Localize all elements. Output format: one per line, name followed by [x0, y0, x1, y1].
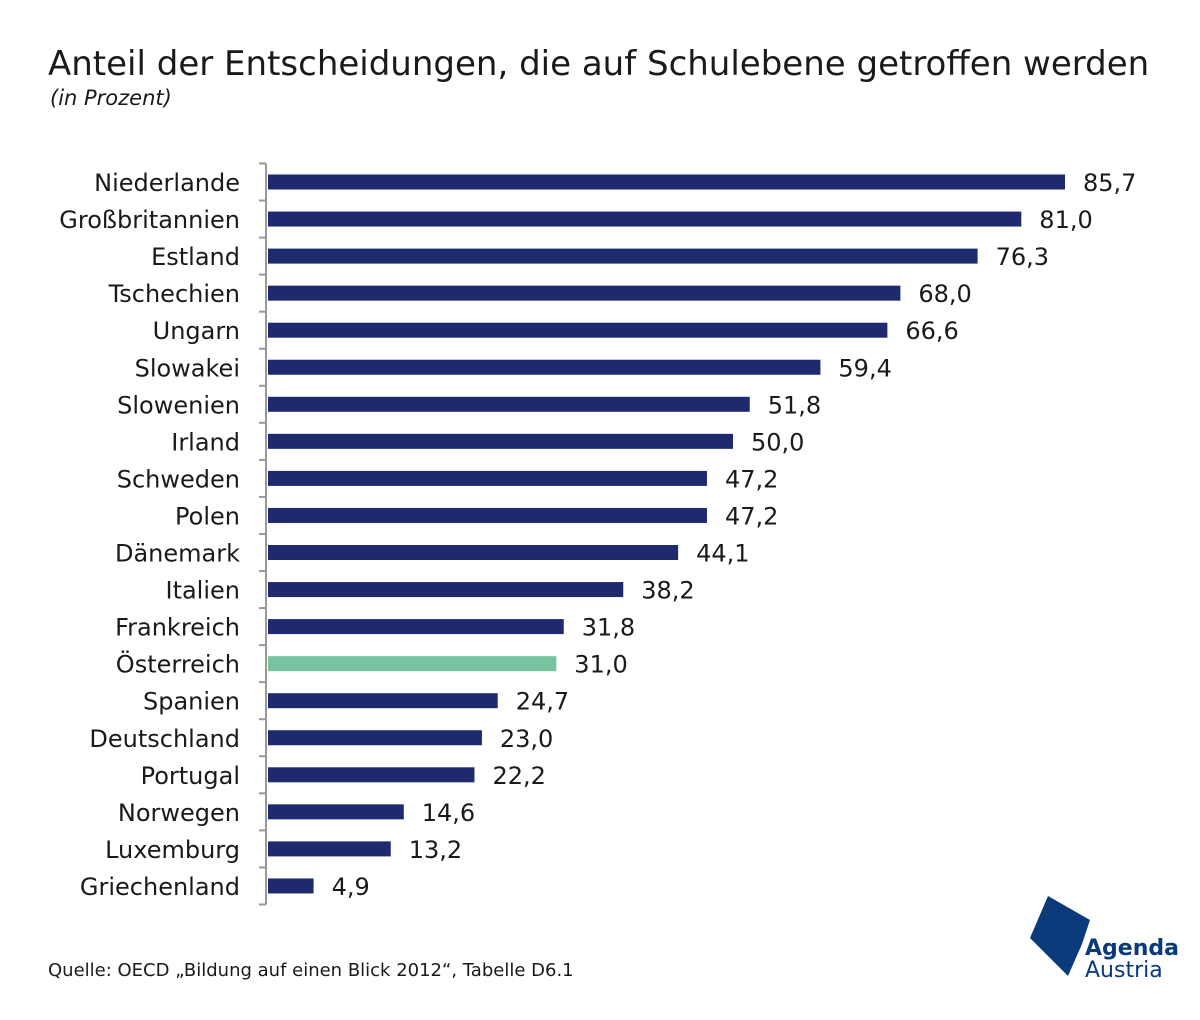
value-label: 47,2 — [725, 502, 778, 530]
category-label: Estland — [151, 243, 240, 271]
bar — [268, 878, 314, 894]
category-label: Norwegen — [118, 799, 240, 827]
bar — [268, 322, 888, 338]
category-label: Tschechien — [108, 280, 240, 308]
bar — [268, 804, 404, 820]
value-label: 81,0 — [1039, 206, 1092, 234]
bar — [268, 693, 498, 709]
category-label: Italien — [165, 577, 240, 605]
category-label: Österreich — [116, 650, 240, 679]
category-label: Irland — [171, 428, 240, 456]
value-label: 31,8 — [582, 614, 635, 642]
category-label: Großbritannien — [59, 206, 240, 234]
category-label: Luxemburg — [105, 836, 240, 864]
category-label: Frankreich — [115, 614, 240, 642]
bar — [268, 730, 482, 746]
logo-line2: Austria — [1085, 958, 1163, 983]
value-label: 44,1 — [696, 540, 749, 568]
bar-highlight — [268, 656, 557, 672]
value-label: 24,7 — [516, 688, 569, 716]
chart-subtitle: (in Prozent) — [50, 86, 172, 110]
bar — [268, 433, 733, 449]
category-label: Deutschland — [89, 725, 240, 753]
value-label: 22,2 — [492, 762, 545, 790]
value-label: 66,6 — [905, 317, 958, 345]
source-note: Quelle: OECD „Bildung auf einen Blick 20… — [48, 960, 574, 981]
logo-line1: Agenda — [1085, 936, 1179, 961]
agenda-austria-logo-icon — [1030, 896, 1090, 976]
bar — [268, 248, 978, 264]
value-label: 68,0 — [918, 280, 971, 308]
value-label: 59,4 — [838, 354, 891, 382]
value-label: 76,3 — [996, 243, 1049, 271]
category-label: Schweden — [117, 465, 240, 493]
bar — [268, 545, 679, 560]
category-label: Griechenland — [80, 873, 240, 901]
value-label: 23,0 — [500, 725, 553, 753]
bar — [268, 396, 750, 412]
value-label: 4,9 — [332, 873, 370, 901]
bar — [268, 507, 707, 523]
bar — [268, 841, 391, 857]
bar — [268, 211, 1022, 227]
bar — [268, 619, 564, 635]
value-label: 51,8 — [768, 391, 821, 419]
bar — [268, 174, 1066, 190]
category-label: Slowenien — [117, 391, 240, 419]
category-label: Portugal — [141, 762, 240, 790]
chart-title: Anteil der Entscheidungen, die auf Schul… — [48, 44, 1150, 84]
bar — [268, 582, 624, 598]
value-label: 13,2 — [409, 836, 462, 864]
bar-chart: Niederlande 85,7 Großbritannien 81,0 Estland… — [59, 162, 1136, 906]
bar — [268, 359, 821, 375]
bar — [268, 767, 475, 783]
value-label: 50,0 — [751, 428, 804, 456]
bar — [268, 285, 901, 301]
category-label: Spanien — [143, 688, 240, 716]
category-label: Polen — [175, 502, 240, 530]
category-label: Dänemark — [115, 540, 240, 568]
category-label: Ungarn — [153, 317, 240, 345]
value-label: 14,6 — [422, 799, 475, 827]
value-label: 38,2 — [641, 577, 694, 605]
logo-text: Agenda Austria — [1085, 938, 1179, 982]
category-label: Slowakei — [135, 354, 240, 382]
bar — [268, 470, 707, 486]
value-label: 47,2 — [725, 465, 778, 493]
value-label: 31,0 — [574, 651, 627, 679]
value-label: 85,7 — [1083, 169, 1136, 197]
category-label: Niederlande — [94, 169, 240, 197]
